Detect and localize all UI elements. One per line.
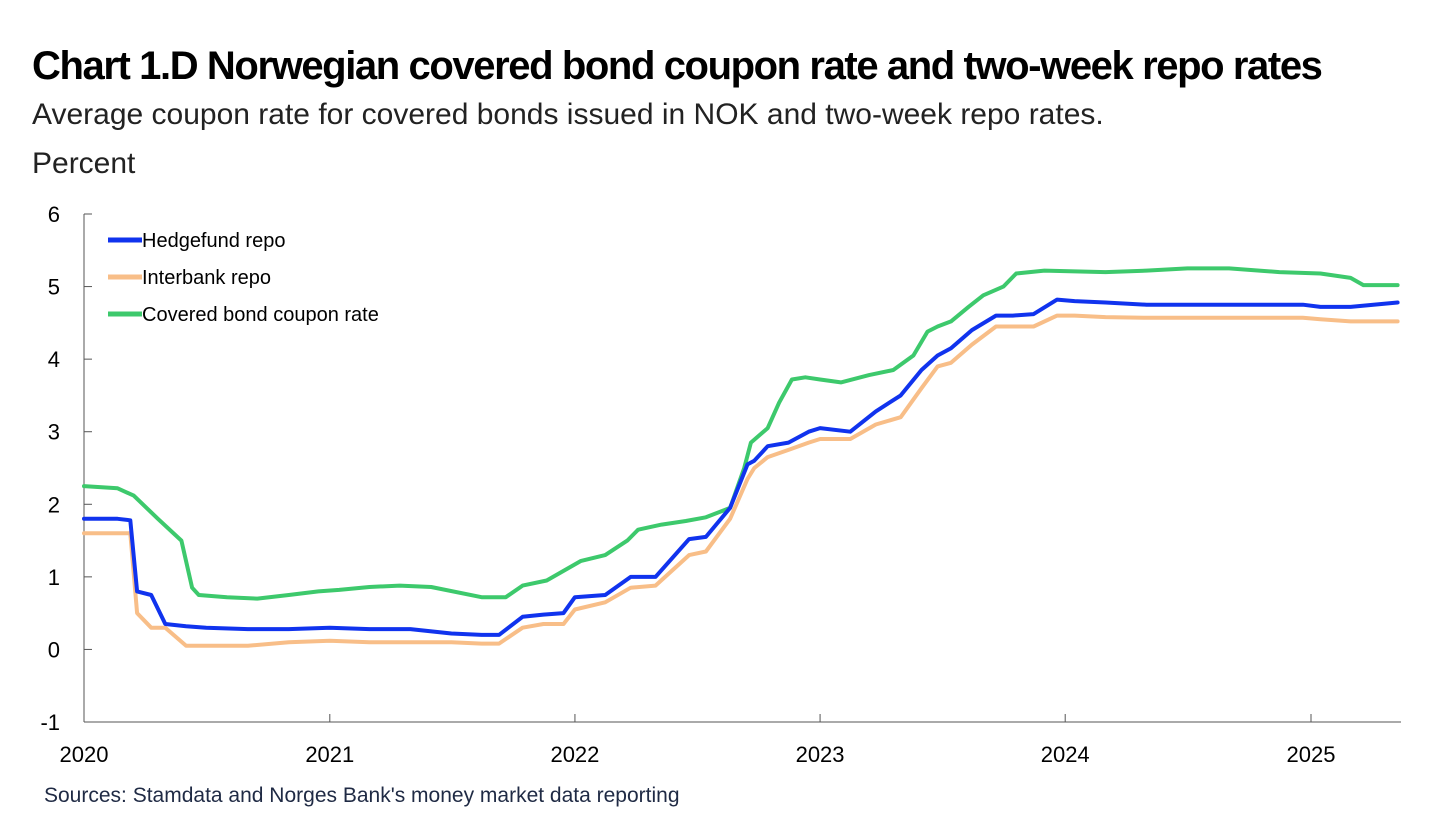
legend-label: Covered bond coupon rate	[142, 304, 379, 326]
source-note: Sources: Stamdata and Norges Bank's mone…	[44, 784, 680, 807]
legend: Hedgefund repo Interbank repo Covered bond…	[108, 230, 379, 326]
y-unit-label: Percent	[32, 147, 136, 180]
series-group	[82, 266, 1400, 648]
chart-subtitle: Average coupon rate for covered bonds is…	[32, 98, 1104, 131]
x-tick-label: 2024	[1041, 742, 1090, 767]
x-tick-label: 2020	[60, 742, 109, 767]
legend-label: Hedgefund repo	[142, 230, 285, 252]
y-tick-label: 0	[48, 637, 60, 662]
legend-label: Interbank repo	[142, 267, 271, 289]
x-tick-label: 2022	[550, 742, 599, 767]
x-tick-label: 2025	[1287, 742, 1336, 767]
series-line-hedgefund-repo	[82, 297, 1400, 637]
y-tick-label: 5	[48, 275, 60, 300]
y-tick-label: 1	[48, 565, 60, 590]
x-tick-label: 2021	[305, 742, 354, 767]
x-tick-label: 2023	[796, 742, 845, 767]
series-line-interbank-repo	[82, 313, 1400, 648]
chart-title: Chart 1.D Norwegian covered bond coupon …	[32, 44, 1323, 88]
y-tick-label: -1	[40, 710, 60, 735]
y-tick-label: 4	[48, 347, 60, 372]
y-tick-label: 6	[48, 202, 60, 227]
y-tick-label: 3	[48, 420, 60, 445]
axes: -1 0 1 2 3 4 5 6 2020 2021 2022 2023 2024 2025	[40, 202, 1401, 767]
y-tick-label: 2	[48, 492, 60, 517]
